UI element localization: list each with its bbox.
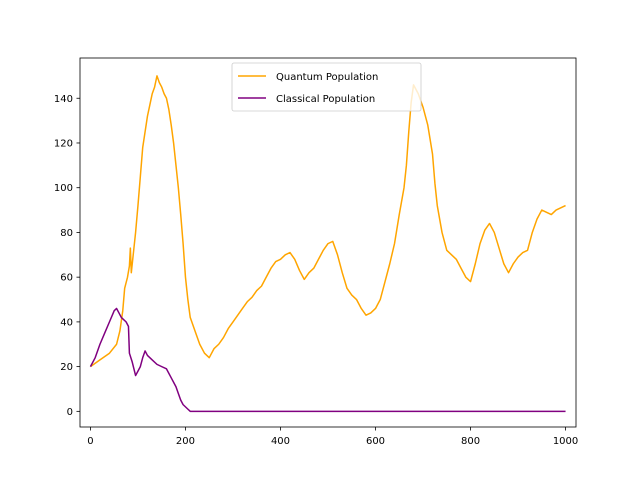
x-tick-label: 200 xyxy=(176,436,195,447)
legend-label-classical: Classical Population xyxy=(276,94,375,105)
legend: Quantum Population Classical Population xyxy=(231,62,422,112)
y-tick-label: 40 xyxy=(60,317,73,328)
x-tick-label: 600 xyxy=(366,436,385,447)
x-tick-label: 400 xyxy=(271,436,290,447)
x-tick-label: 1000 xyxy=(553,436,578,447)
legend-box xyxy=(231,62,422,112)
axes-frame xyxy=(79,57,577,428)
x-tick-label: 0 xyxy=(87,436,93,447)
x-tick-label: 800 xyxy=(461,436,480,447)
legend-label-quantum: Quantum Population xyxy=(276,72,378,83)
y-tick-label: 80 xyxy=(60,228,73,239)
y-tick-label: 120 xyxy=(54,138,73,149)
y-tick-label: 60 xyxy=(60,273,73,284)
y-tick-label: 20 xyxy=(60,362,73,373)
y-tick-label: 140 xyxy=(54,94,73,105)
plot-area: 0 200 400 600 800 1000 0 20 40 60 80 100 120 140 xyxy=(54,57,578,447)
y-tick-label: 0 xyxy=(67,407,73,418)
series-line-quantum xyxy=(90,75,566,368)
y-tick-label: 100 xyxy=(54,183,73,194)
series-line-classical xyxy=(89,307,566,413)
